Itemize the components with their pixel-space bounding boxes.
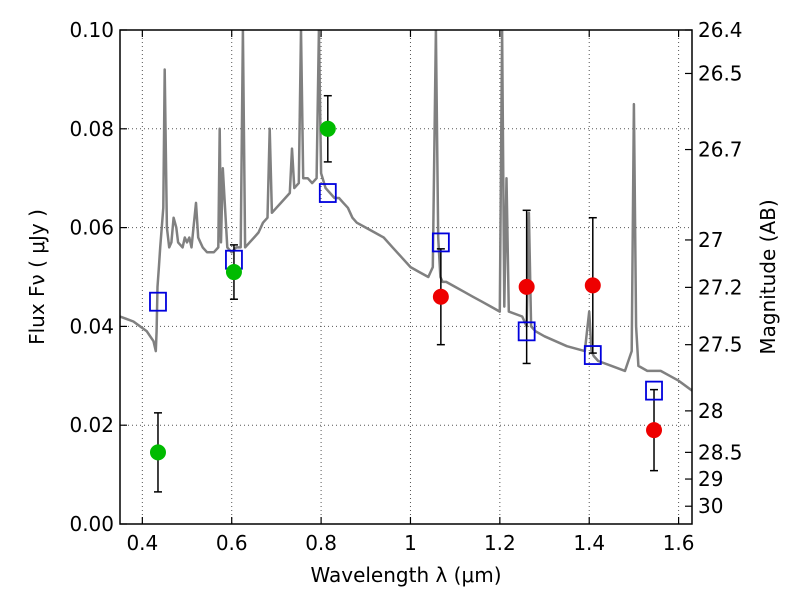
green-data-point bbox=[225, 264, 242, 281]
x-tick-label: 1 bbox=[404, 531, 417, 555]
green-data-point bbox=[149, 444, 166, 461]
x-tick-label: 0.8 bbox=[305, 531, 337, 555]
y2-tick-label: 26.5 bbox=[698, 61, 743, 85]
y2-tick-label: 30 bbox=[698, 494, 723, 518]
x-tick-label: 0.4 bbox=[126, 531, 158, 555]
red-data-point bbox=[432, 288, 449, 305]
red-data-point bbox=[584, 277, 601, 294]
x-tick-label: 1.2 bbox=[484, 531, 516, 555]
x-tick-label: 1.4 bbox=[573, 531, 605, 555]
tick-marks bbox=[120, 29, 692, 525]
tick-labels: 0.4 0.6 0.8 1 1.2 1.4 1.6 0.00 0.02 0.04 0.06 0.08 0… bbox=[69, 18, 742, 555]
plot-frame bbox=[119, 29, 693, 525]
y2-tick-label: 29 bbox=[698, 467, 723, 491]
y2-tick-label: 28 bbox=[698, 399, 723, 423]
model-square-marker bbox=[318, 183, 337, 203]
y-tick-label: 0.02 bbox=[69, 413, 114, 437]
y-tick-label: 0.08 bbox=[69, 117, 114, 141]
y2-tick-label: 26.4 bbox=[698, 18, 743, 42]
y2-axis-title: Magnitude (AB) bbox=[756, 199, 780, 354]
data-layer bbox=[120, 30, 692, 493]
model-square-marker bbox=[431, 232, 450, 253]
x-axis-title: Wavelength λ (μm) bbox=[310, 563, 501, 587]
y2-tick-label: 27.2 bbox=[698, 275, 743, 299]
x-tick-label: 0.6 bbox=[216, 531, 248, 555]
grid bbox=[120, 29, 692, 525]
model-square-marker bbox=[149, 291, 167, 312]
y2-tick-label: 26.7 bbox=[698, 138, 743, 162]
model-square-marker bbox=[517, 321, 536, 342]
model-square-marker bbox=[583, 345, 602, 365]
y2-tick-label: 27.5 bbox=[698, 333, 743, 357]
red-data-point bbox=[646, 422, 663, 439]
model-square-marker bbox=[645, 380, 663, 401]
green-data-point bbox=[319, 120, 336, 137]
red-data-point bbox=[518, 278, 535, 295]
y-tick-label: 0.04 bbox=[69, 314, 114, 338]
y-tick-label: 0.10 bbox=[69, 18, 114, 42]
y2-tick-label: 27 bbox=[698, 228, 723, 252]
y2-tick-label: 28.5 bbox=[698, 440, 743, 464]
spectrum-line bbox=[120, 30, 692, 392]
y-tick-label: 0.06 bbox=[69, 216, 114, 240]
y-axis-title: Flux Fν ( μJy ) bbox=[25, 209, 49, 345]
x-tick-label: 1.6 bbox=[663, 531, 695, 555]
y-tick-label: 0.00 bbox=[69, 512, 114, 536]
